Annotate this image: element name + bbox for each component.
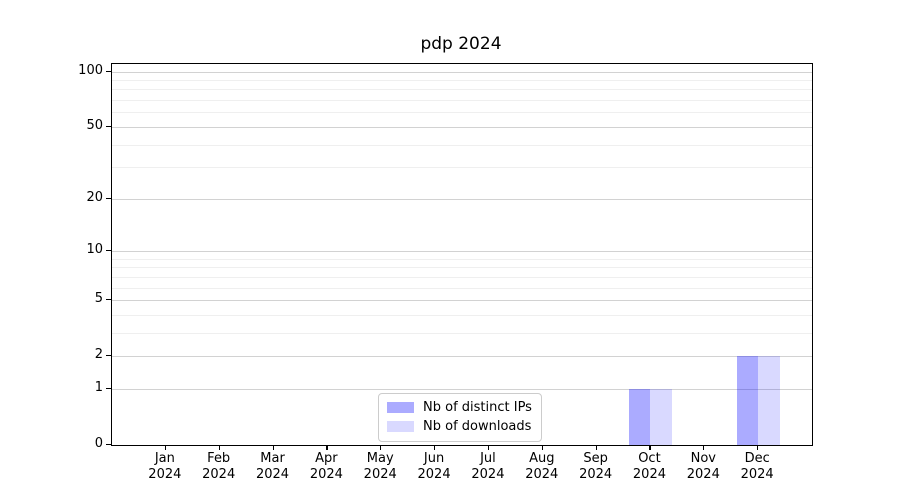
y-tick-mark xyxy=(106,197,111,199)
y-gridline-major xyxy=(112,198,812,200)
y-gridline-major xyxy=(112,388,812,390)
x-tick-mark xyxy=(649,445,651,450)
x-tick-label: Oct 2024 xyxy=(632,451,666,482)
y-gridline-minor xyxy=(112,276,812,278)
y-gridline-major xyxy=(112,71,812,73)
y-tick-mark xyxy=(106,125,111,128)
x-tick-label: Mar 2024 xyxy=(255,451,290,482)
legend-item: Nb of downloads xyxy=(387,417,532,436)
x-tick-mark xyxy=(164,445,167,450)
x-tick-label: Sep 2024 xyxy=(579,451,613,482)
x-tick-label: Jan 2024 xyxy=(148,451,182,482)
y-tick-mark xyxy=(106,250,111,252)
x-tick-label: Jun 2024 xyxy=(417,451,451,482)
x-tick-label: Apr 2024 xyxy=(309,451,343,482)
y-gridline-minor xyxy=(112,332,812,334)
legend: Nb of distinct IPs Nb of downloads xyxy=(378,393,542,442)
y-tick-label: 20 xyxy=(86,189,103,205)
x-tick-mark xyxy=(218,445,220,450)
y-tick-label: 5 xyxy=(94,291,103,307)
y-gridline-minor xyxy=(112,89,812,91)
bar xyxy=(628,388,651,445)
y-gridline-minor xyxy=(112,80,812,82)
x-tick-mark xyxy=(434,445,436,450)
y-gridline-minor xyxy=(112,258,812,260)
y-tick-label: 100 xyxy=(78,62,103,78)
x-tick-label: Jul 2024 xyxy=(471,451,505,482)
y-tick-label: 10 xyxy=(86,242,103,257)
y-gridline-minor xyxy=(112,314,812,316)
x-tick-mark xyxy=(326,445,328,450)
x-tick-mark xyxy=(380,445,382,450)
legend-item: Nb of distinct IPs xyxy=(387,398,532,417)
x-tick-mark xyxy=(541,445,543,450)
y-gridline-major xyxy=(112,251,812,252)
y-gridline-minor xyxy=(112,267,812,269)
y-gridline-major xyxy=(112,356,812,358)
y-tick-label: 1 xyxy=(94,379,103,395)
bar xyxy=(650,388,672,445)
legend-label: Nb of downloads xyxy=(423,419,532,434)
y-gridline-minor xyxy=(112,287,812,289)
y-tick-mark xyxy=(106,387,111,390)
chart-title: pdp 2024 xyxy=(420,34,502,54)
x-tick-mark xyxy=(757,445,759,450)
bar xyxy=(736,356,759,445)
legend-swatch-downloads xyxy=(387,421,414,432)
y-gridline-minor xyxy=(112,100,812,102)
y-tick-label: 0 xyxy=(94,436,103,451)
x-tick-label: Dec 2024 xyxy=(740,451,774,482)
plot-area xyxy=(111,63,813,446)
legend-label: Nb of distinct IPs xyxy=(423,400,532,415)
legend-swatch-distinct-ips xyxy=(387,402,414,413)
y-tick-mark xyxy=(106,444,111,446)
x-tick-mark xyxy=(487,445,490,450)
y-gridline-minor xyxy=(112,167,812,169)
y-gridline-minor xyxy=(112,144,812,146)
y-tick-label: 2 xyxy=(94,347,103,363)
y-gridline-major xyxy=(112,126,812,128)
x-tick-mark xyxy=(595,445,597,450)
y-tick-mark xyxy=(106,355,111,357)
bar xyxy=(758,356,780,445)
x-tick-mark xyxy=(703,445,705,450)
y-tick-mark xyxy=(106,299,111,301)
x-tick-label: Feb 2024 xyxy=(202,451,236,482)
y-gridline-major xyxy=(112,300,812,302)
y-tick-label: 50 xyxy=(86,117,103,133)
y-tick-mark xyxy=(106,70,111,72)
x-tick-label: Aug 2024 xyxy=(525,451,559,482)
y-gridline-minor xyxy=(112,112,812,114)
x-tick-label: Nov 2024 xyxy=(686,451,720,482)
x-tick-label: May 2024 xyxy=(363,451,397,482)
x-tick-mark xyxy=(272,445,274,450)
